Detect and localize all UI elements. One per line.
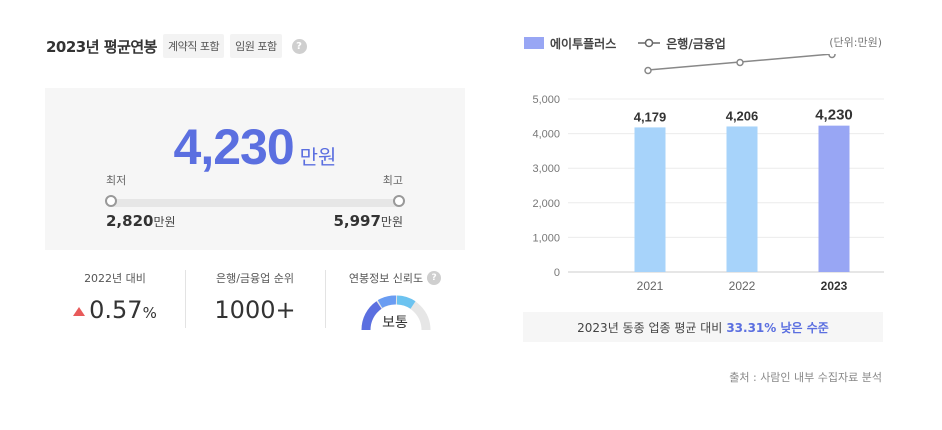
bar-value-label: 4,206 [726, 108, 759, 123]
x-tick-label: 2023 [821, 279, 848, 293]
gauge-segment-low [361, 301, 382, 331]
reliability-value: 보통 [382, 315, 408, 331]
y-tick-label: 2,000 [532, 198, 560, 210]
y-tick-label: 5,000 [532, 94, 560, 106]
max-salary-unit: 만원 [380, 215, 403, 229]
reliability-gauge [361, 295, 431, 331]
legend-bar-swatch [524, 37, 544, 49]
bar-value-label: 4,230 [815, 107, 853, 124]
min-salary: 2,820만원 [106, 212, 176, 230]
comparison-note-text: 2023년 동종 업종 평균 대비 [577, 320, 723, 335]
y-tick-label: 1,000 [532, 232, 560, 244]
stat-reliability-label-row: 연봉정보 신뢰도 ? [325, 270, 465, 286]
stat-yoy-number: 0.57 [89, 296, 143, 324]
min-salary-value: 2,820 [106, 212, 154, 230]
min-salary-unit: 만원 [153, 215, 176, 229]
bar-value-label: 4,179 [634, 109, 667, 124]
legend-line-icon [638, 38, 661, 48]
data-source: 출처 : 사람인 내부 수집자료 분석 [729, 371, 882, 384]
average-salary: 4,230 만원 [45, 118, 465, 176]
y-tick-label: 4,000 [532, 129, 560, 141]
x-tick-label: 2021 [637, 279, 664, 293]
max-label: 최고 [382, 174, 403, 187]
gauge-segment-high [396, 295, 416, 309]
range-max-handle [393, 195, 405, 207]
tag-executive: 임원 포함 [230, 34, 282, 58]
stat-yoy-suffix: % [142, 304, 157, 322]
y-tick-label: 0 [554, 267, 560, 279]
salary-range-track [111, 199, 399, 207]
comparison-note-highlight: 33.31% 낮은 수준 [726, 320, 829, 335]
tag-contract: 계약직 포함 [162, 34, 225, 58]
industry-trend-point [644, 66, 652, 75]
help-icon[interactable]: ? [427, 271, 442, 285]
x-tick-label: 2022 [729, 279, 756, 293]
up-arrow-icon [73, 306, 86, 316]
stat-rank-value: 1000+ [214, 296, 296, 324]
range-min-handle [105, 195, 117, 207]
gauge-segment-mid [377, 295, 397, 309]
salary-summary: 4,230 만원 최저 최고 2,820만원 5,997만원 [45, 88, 465, 250]
min-label: 최저 [106, 174, 127, 187]
comparison-note: 2023년 동종 업종 평균 대비 33.31% 낮은 수준 [523, 312, 883, 342]
industry-trend-point [828, 54, 836, 59]
legend-company: 에이투플러스 [550, 36, 617, 51]
bar [726, 126, 758, 272]
stat-industry-rank: 은행/금융업 순위 1000+ [185, 262, 325, 328]
max-salary: 5,997만원 [333, 212, 403, 230]
average-salary-unit: 만원 [299, 145, 337, 169]
average-salary-value: 4,230 [173, 119, 295, 175]
stats-row: 2022년 대비 0.57% 은행/금융업 순위 1000+ 연봉정보 신뢰도 … [45, 262, 465, 332]
legend-industry: 은행/금융업 [666, 36, 726, 51]
divider [185, 270, 186, 328]
salary-bar-chart: 0 1,000 2,000 3,000 4,000 5,000 4,179 2021 4,206… [532, 54, 884, 293]
title-row: 2023년 평균연봉 계약직 포함 임원 포함 ? [46, 34, 307, 58]
stat-yoy-value: 0.57% [45, 296, 185, 324]
bar [818, 125, 850, 272]
chart-unit: (단위:만원) [829, 36, 882, 49]
stat-rank-label: 은행/금융업 순위 [215, 272, 295, 285]
stat-reliability-label: 연봉정보 신뢰도 [348, 272, 424, 285]
bar [634, 127, 666, 272]
divider [325, 270, 326, 328]
stat-yoy-label: 2022년 대비 [84, 272, 146, 285]
chart-legend: 에이투플러스 은행/금융업 [524, 34, 726, 52]
stat-yoy-change: 2022년 대비 0.57% [45, 262, 185, 328]
page-title: 2023년 평균연봉 [46, 37, 157, 56]
stat-reliability: 연봉정보 신뢰도 ? 보통 [325, 262, 465, 331]
max-salary-value: 5,997 [333, 212, 381, 230]
industry-trend-point [736, 58, 744, 67]
help-icon[interactable]: ? [291, 38, 307, 54]
y-tick-label: 3,000 [532, 163, 560, 175]
